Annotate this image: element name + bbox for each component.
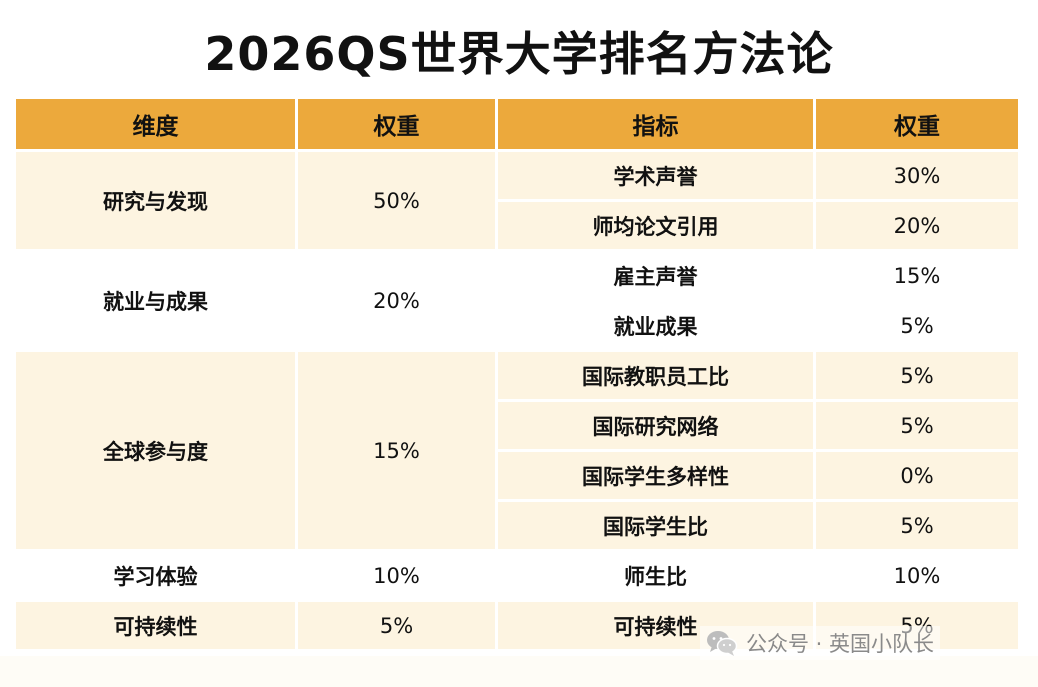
dimension-weight-cell: 10%	[298, 552, 498, 602]
dimension-weight-cell: 15%	[298, 352, 498, 552]
bottom-strip	[0, 656, 1038, 687]
dimension-cell: 可持续性	[16, 602, 298, 652]
indicator-weight-cell: 10%	[816, 552, 1018, 602]
indicator-cell: 国际学生比	[498, 502, 816, 552]
header-dimension-weight: 权重	[298, 99, 498, 152]
table-row: 师均论文引用 20%	[16, 202, 1018, 252]
table-header-row: 维度 权重 指标 权重	[16, 99, 1018, 152]
indicator-weight-cell: 5%	[816, 352, 1018, 402]
indicator-weight-cell: 5%	[816, 502, 1018, 552]
indicator-cell: 国际教职员工比	[498, 352, 816, 402]
header-dimension: 维度	[16, 99, 298, 152]
dimension-weight-cell: 20%	[298, 252, 498, 352]
indicator-cell: 师均论文引用	[498, 202, 816, 252]
table-row: 就业成果 5%	[16, 302, 1018, 352]
header-indicator-weight: 权重	[816, 99, 1018, 152]
indicator-weight-cell: 20%	[816, 202, 1018, 252]
table-row: 研究与发现 50% 学术声誉 30%	[16, 152, 1018, 252]
table-row: 学习体验 10% 师生比 10%	[16, 552, 1018, 602]
dimension-cell: 学习体验	[16, 552, 298, 602]
indicator-weight-cell: 0%	[816, 452, 1018, 502]
indicator-cell: 学术声誉	[498, 152, 816, 202]
watermark: 公众号 · 英国小队长	[700, 626, 941, 660]
wechat-icon	[707, 631, 738, 656]
header-indicator: 指标	[498, 99, 816, 152]
table-row: 全球参与度 15% 国际教职员工比 5%	[16, 352, 1018, 552]
table-row: 国际学生多样性 0%	[16, 452, 1018, 502]
indicator-cell: 就业成果	[498, 302, 816, 352]
indicator-weight-cell: 15%	[816, 252, 1018, 302]
dimension-cell: 就业与成果	[16, 252, 298, 352]
page-title: 2026QS世界大学排名方法论	[204, 27, 834, 81]
table-row: 国际研究网络 5%	[16, 402, 1018, 452]
indicator-cell: 雇主声誉	[498, 252, 816, 302]
indicator-weight-cell: 30%	[816, 152, 1018, 202]
table-row: 就业与成果 20% 雇主声誉 15%	[16, 252, 1018, 352]
dimension-cell: 全球参与度	[16, 352, 298, 552]
indicator-weight-cell: 5%	[816, 302, 1018, 352]
methodology-table: 维度 权重 指标 权重 研究与发现 50% 学术声誉 30% 师均论文引用 20…	[16, 99, 1018, 652]
table-row: 国际学生比 5%	[16, 502, 1018, 552]
dimension-cell: 研究与发现	[16, 152, 298, 252]
indicator-weight-cell: 5%	[816, 402, 1018, 452]
watermark-text: 公众号 · 英国小队长	[746, 632, 935, 656]
dimension-weight-cell: 5%	[298, 602, 498, 652]
indicator-cell: 师生比	[498, 552, 816, 602]
dimension-weight-cell: 50%	[298, 152, 498, 252]
indicator-cell: 国际研究网络	[498, 402, 816, 452]
indicator-cell: 国际学生多样性	[498, 452, 816, 502]
